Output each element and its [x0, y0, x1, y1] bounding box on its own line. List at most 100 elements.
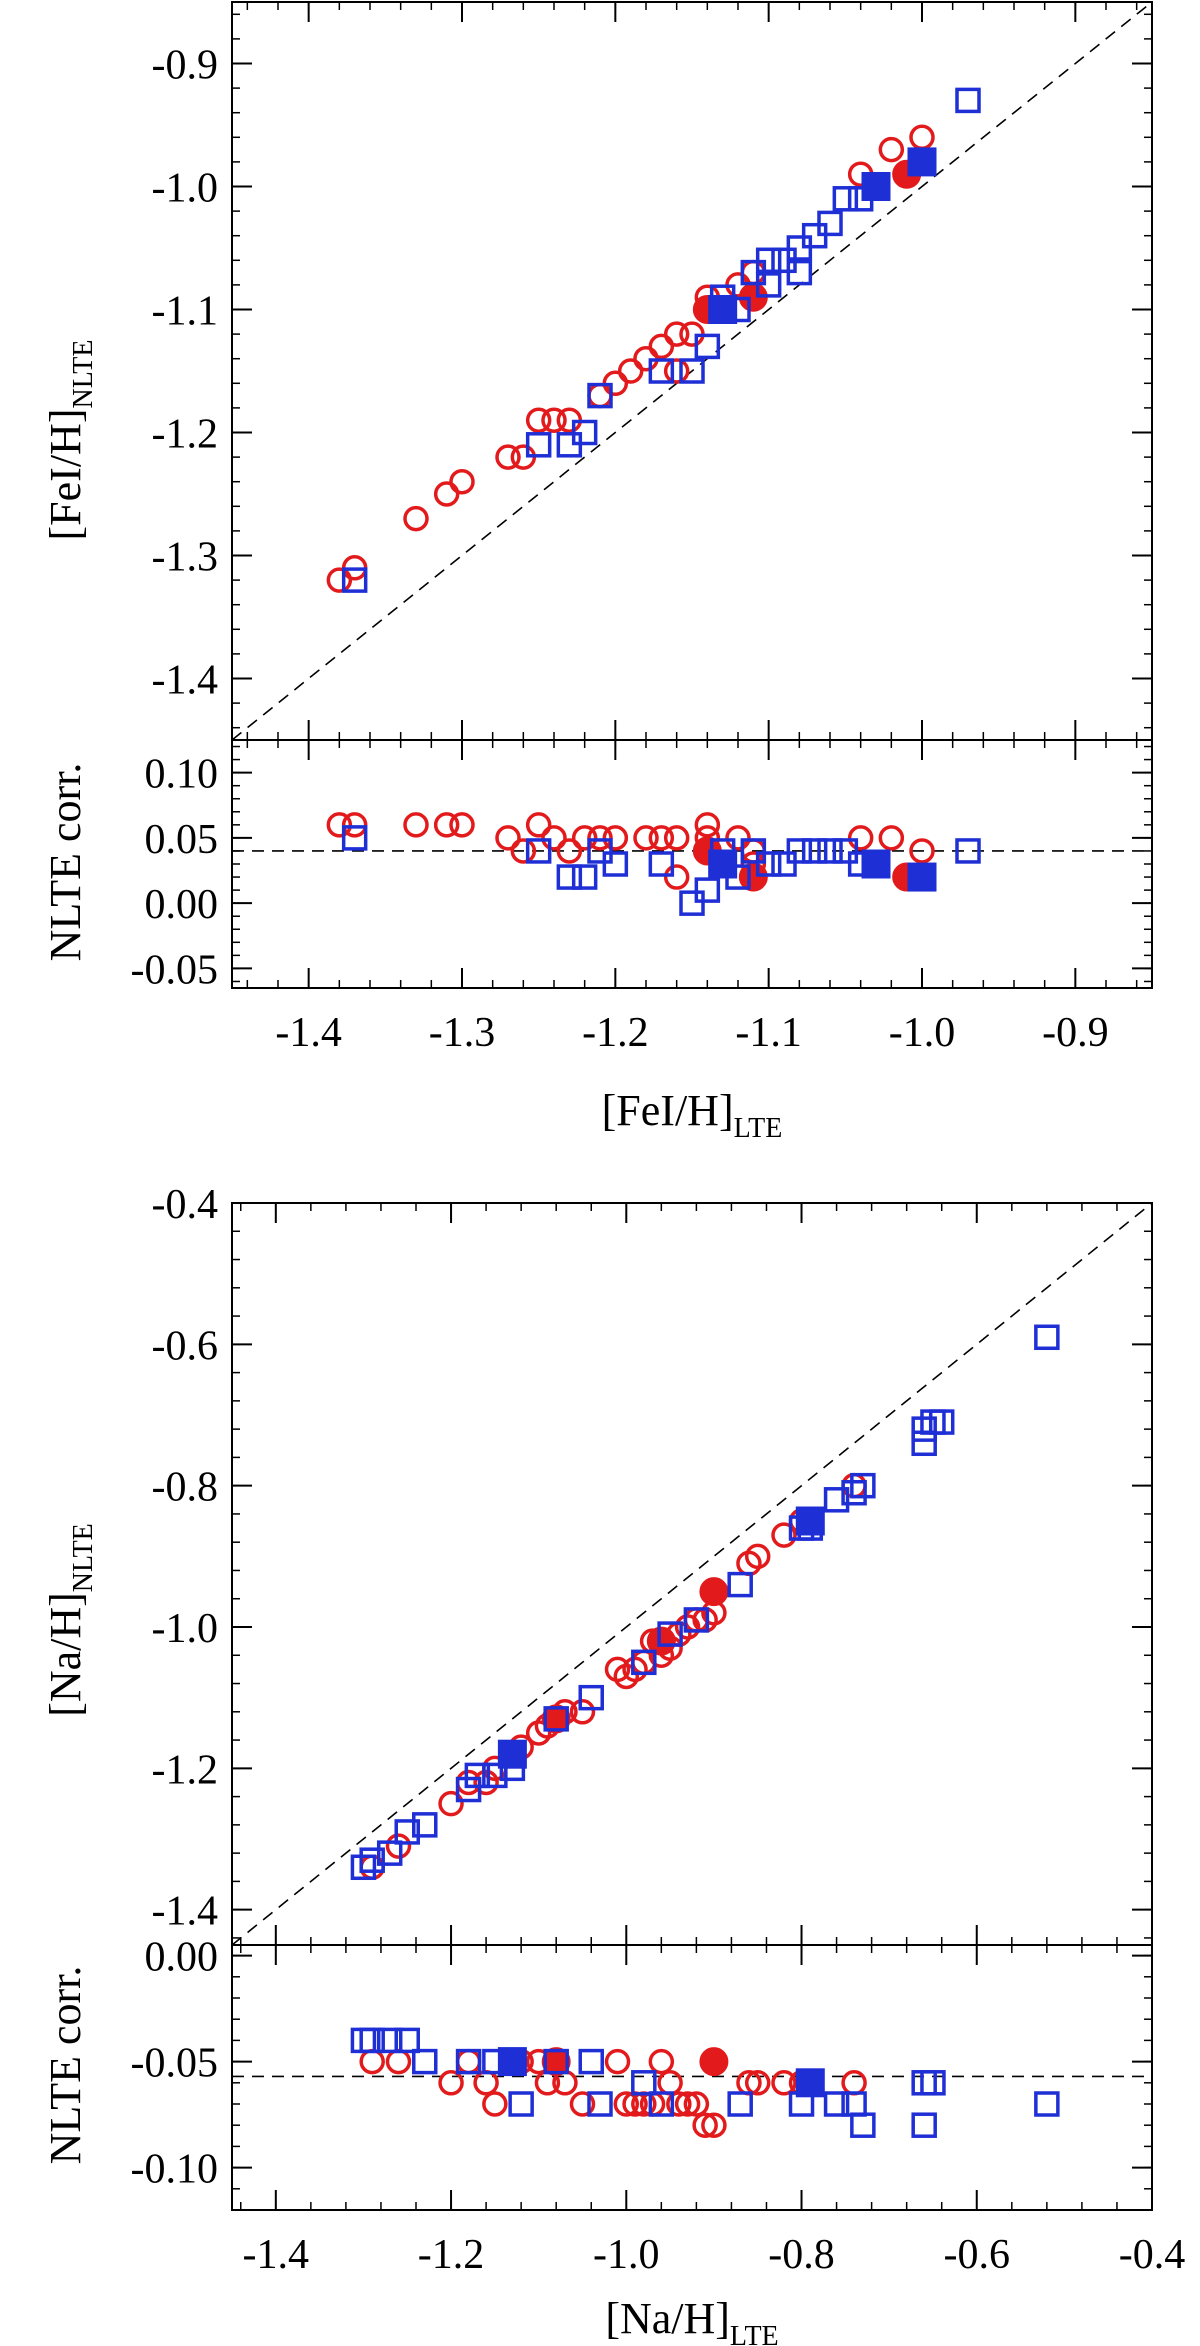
na-main-point-blue-open: [850, 1472, 876, 1499]
fe-corr-point-blue-open: [602, 851, 629, 877]
na-corr-point-blue-open: [412, 2048, 438, 2075]
na-corr-xtick-label: -1.0: [593, 2232, 660, 2278]
fe-corr-point-red-open: [847, 825, 874, 851]
fe-corr-point-blue-filled: [861, 849, 891, 879]
na-corr-ytick-label: -0.10: [131, 2147, 219, 2193]
fe-main-point-blue-open: [755, 247, 782, 274]
na-main-point-blue-open: [657, 1621, 683, 1647]
na-main-point-blue-open: [455, 1776, 482, 1803]
na-corr-point-blue-open: [648, 2091, 675, 2117]
fe-corr-point-blue-open: [587, 838, 613, 864]
na-main-point-red-open: [744, 1543, 771, 1570]
na-corr-point-red-open: [692, 2112, 718, 2138]
na-corr-point-blue-open: [911, 2070, 937, 2096]
na-main-point-blue-open: [543, 1706, 569, 1732]
fe-corr-point-red-open: [556, 838, 583, 864]
na-main-ytick-label: -0.6: [152, 1323, 219, 1369]
na-main-point-blue-open: [412, 1812, 438, 1838]
fe-main-point-red-open: [878, 136, 905, 163]
fe-corr-point-blue-open: [341, 825, 368, 851]
fe-corr-point-red-open: [341, 812, 368, 838]
fe-corr-point-red-open: [326, 812, 353, 838]
na-corr-point-blue-filled: [795, 2068, 825, 2098]
fe-main-point-red-open: [525, 407, 552, 433]
fe-corr-point-blue-open: [556, 864, 583, 890]
fe-corr-point-blue-filled: [907, 862, 937, 892]
na-corr-point-blue-open: [543, 2048, 569, 2075]
na-corr-point-blue-open: [394, 2027, 420, 2054]
fe-corr-xtick-label: -1.0: [889, 1010, 956, 1056]
na-main-point-red-open: [771, 1522, 797, 1548]
na-corr-point-red-filled: [541, 2047, 571, 2077]
na-corr-point-blue-open: [359, 2027, 385, 2054]
na-main-ytick-label: -0.4: [152, 1182, 219, 1228]
fe-corr-point-red-open: [663, 864, 690, 890]
fe-main-point-red-open: [449, 468, 475, 495]
fe-corr-point-red-open: [648, 825, 675, 851]
na-corr-point-red-open: [701, 2112, 727, 2138]
na-main-point-blue-open: [464, 1762, 491, 1789]
na-corr-point-blue-open: [631, 2070, 657, 2096]
fe-main-point-blue-open: [571, 419, 598, 446]
fe-corr-point-blue-open: [755, 851, 782, 877]
na-corr-point-red-open: [613, 2091, 640, 2117]
na-main-point-blue-open: [350, 1854, 377, 1881]
na-corr-ytick-label: -0.05: [131, 2041, 219, 2087]
fe-main-reference-line: [232, 2, 1152, 740]
na-corr-xtick-label: -0.4: [1119, 2232, 1186, 2278]
na-corr-point-blue-open: [727, 2091, 753, 2117]
na-corr-point-blue-open: [376, 2027, 403, 2054]
fe-main-point-red-open: [403, 505, 429, 532]
fe-corr-point-red-open: [510, 838, 537, 864]
na-corr-ytick-label: 0.00: [145, 1935, 219, 1981]
fe-corr-point-red-open: [571, 825, 598, 851]
fe-corr-point-red-open: [449, 812, 475, 838]
na-corr-point-red-open: [657, 2070, 683, 2096]
fe-corr-ylabel: NLTE corr.: [41, 763, 90, 962]
fe-corr-point-red-open: [633, 825, 659, 851]
fe-main-point-red-open: [617, 358, 644, 384]
na-main-ytick-label: -1.4: [152, 1889, 219, 1935]
na-main-point-blue-filled: [497, 1739, 527, 1769]
fe-main-ytick-label: -0.9: [152, 43, 219, 89]
fe-corr-xtick-label: -1.4: [275, 1010, 342, 1056]
fe-corr-point-red-open: [541, 825, 567, 851]
fe-corr-point-blue-open: [571, 864, 598, 890]
na-corr-point-red-open: [674, 2091, 701, 2117]
na-corr-xtick-label: -1.2: [418, 2232, 485, 2278]
fe-corr-point-blue-open: [740, 838, 767, 864]
na-main-point-blue-open: [841, 1479, 867, 1506]
na-main-point-blue-open: [727, 1571, 753, 1598]
na-main-point-blue-open: [631, 1649, 657, 1676]
fe-corr-point-blue-open: [648, 851, 675, 877]
fe-main-ytick-label: -1.4: [152, 658, 219, 704]
fe-corr-point-red-open: [878, 825, 905, 851]
fe-corr-point-red-open: [433, 812, 460, 838]
na-main-point-blue-open: [928, 1409, 955, 1435]
na-main-ytick-label: -0.8: [152, 1465, 219, 1511]
na-main-point-blue-open: [359, 1847, 385, 1873]
na-corr-point-blue-open: [508, 2091, 534, 2117]
fe-corr-point-red-open: [909, 838, 935, 864]
fe-main-point-blue-open: [832, 186, 859, 212]
fe-main-point-blue-open: [694, 333, 721, 360]
fe-corr-xlabel: [FeI/H]LTE: [602, 1086, 783, 1144]
na-corr-point-red-open: [482, 2091, 508, 2117]
na-corr-point-blue-filled: [497, 2047, 527, 2077]
fe-main-point-blue-filled: [708, 295, 738, 324]
na-corr-panel: -0.10 -0.05 0.00 -1.4 -1.2 -1.0 -0.8 -0.6 -0.4: [131, 1935, 1186, 2278]
fe-main-point-blue-open: [648, 358, 675, 384]
fe-corr-point-blue-open: [525, 838, 552, 864]
fe-main-panel: -1.4 -1.3 -1.2 -1.1 -1.0 -0.9: [152, 1, 1153, 741]
na-corr-point-red-open: [438, 2070, 464, 2096]
na-corr-xtick-label: -0.6: [944, 2232, 1011, 2278]
fe-corr-ytick-label: 0.00: [145, 882, 219, 928]
na-main-ytick-label: -1.2: [152, 1747, 219, 1793]
na-main-point-blue-open: [376, 1840, 403, 1866]
na-corr-ylabel: NLTE corr.: [41, 1966, 90, 2165]
fe-main-point-blue-open: [817, 210, 843, 237]
fe-main-point-red-open: [541, 407, 567, 433]
na-corr-point-red-open: [666, 2091, 692, 2117]
fe-main-ytick-label: -1.1: [152, 289, 219, 335]
